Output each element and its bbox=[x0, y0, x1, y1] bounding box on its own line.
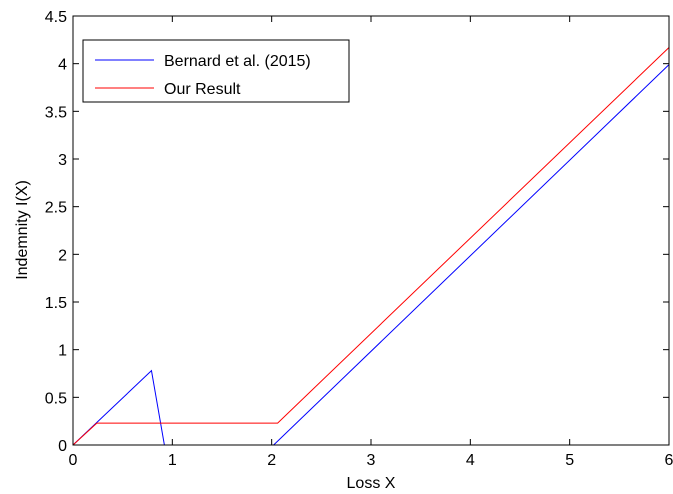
y-tick-label-6: 3 bbox=[58, 152, 67, 169]
y-tick-label-9: 4.5 bbox=[45, 9, 67, 26]
x-tick-label-6: 6 bbox=[665, 452, 673, 469]
legend-label-our-result: Our Result bbox=[164, 81, 241, 98]
x-tick-label-3: 3 bbox=[367, 452, 376, 469]
legend-label-bernard: Bernard et al. (2015) bbox=[164, 53, 311, 70]
y-tick-label-3: 1.5 bbox=[45, 295, 67, 312]
x-tick-label-0: 0 bbox=[69, 452, 78, 469]
legend: Bernard et al. (2015) Our Result bbox=[82, 39, 350, 103]
x-tick-label-5: 5 bbox=[565, 452, 574, 469]
y-tick-label-5: 2.5 bbox=[45, 200, 67, 217]
y-tick-label-4: 2 bbox=[58, 247, 67, 264]
y-tick-label-0: 0 bbox=[58, 438, 67, 455]
y-tick-label-2: 1 bbox=[58, 343, 67, 360]
y-tick-label-1: 0.5 bbox=[45, 390, 67, 407]
series-line-1 bbox=[72, 47, 670, 446]
x-tick-label-1: 1 bbox=[168, 452, 177, 469]
y-axis-label: Indemnity I(X) bbox=[14, 180, 31, 280]
x-tick-label-2: 2 bbox=[267, 452, 276, 469]
y-tick-label-7: 3.5 bbox=[45, 104, 67, 121]
x-axis-label: Loss X bbox=[347, 475, 396, 492]
legend-box bbox=[82, 39, 350, 103]
y-tick-label-8: 4 bbox=[58, 57, 67, 74]
x-tick-label-4: 4 bbox=[466, 452, 475, 469]
ticks-layer: 0 1 2 3 4 5 6 0 0.5 1 1.5 2 2.5 3 3.5 4 4.5 bbox=[45, 9, 673, 469]
